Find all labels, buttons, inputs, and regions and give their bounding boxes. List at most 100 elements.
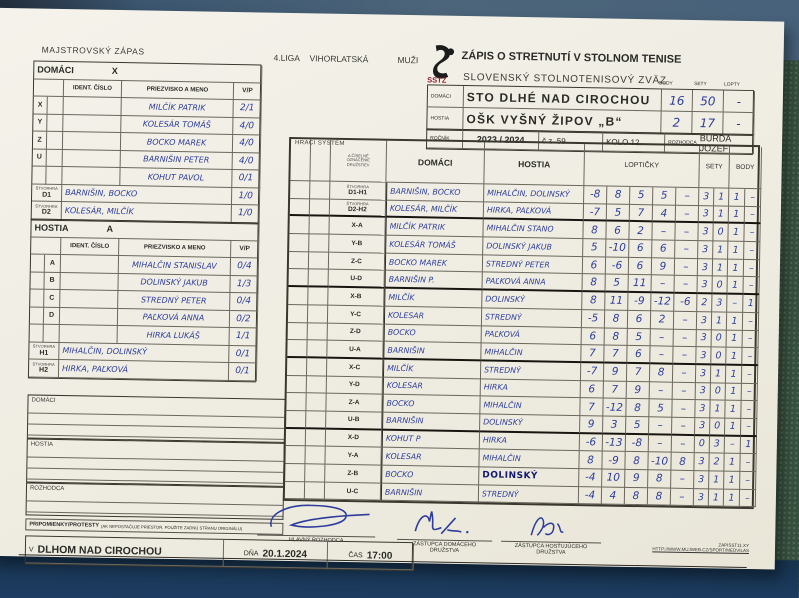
row-ball-score: 3 xyxy=(603,416,627,435)
row-body: 1 xyxy=(725,365,743,384)
away-roster-player-code2: B xyxy=(44,272,61,290)
protest-note-rest: (AK NEPOSTAČUJE PRIESTOR, POUŽITE ZADNÚ … xyxy=(100,523,243,531)
home-roster-doubles-code: ŠTVORHRA D2 xyxy=(31,201,62,220)
row-hostia-player: MIHALČIN xyxy=(481,343,582,363)
row-ball-score: 5 xyxy=(583,239,607,258)
away-roster-player-name: DOLINSKÝ JAKUB xyxy=(118,273,231,293)
away-roster-player-ident xyxy=(60,289,119,309)
home-sety-score: 50 xyxy=(700,93,716,108)
row-body: 1 xyxy=(728,206,746,225)
row-ball-score: 4 xyxy=(652,205,677,224)
notes-rozhodca-box-line xyxy=(26,500,283,506)
row-domaci-player: BARNIŠIN P. xyxy=(384,271,483,291)
row-ball-score: 8 xyxy=(604,310,629,329)
row-sety: 3 xyxy=(694,471,710,490)
row-hostia-player: MIHALČIN xyxy=(480,396,581,417)
row-body: 1 xyxy=(728,224,745,242)
home-roster-colhead-name: PRIEZVISKO A MENO xyxy=(121,80,235,100)
row-sety: 3 xyxy=(696,347,712,366)
place-label: V xyxy=(28,545,34,554)
signature-away-ink xyxy=(530,517,564,536)
home-roster-player-ident xyxy=(62,132,122,151)
notes-domaci-box-line xyxy=(28,412,285,418)
row-ball-score: 5 xyxy=(649,399,673,418)
signature-main-referee-ink xyxy=(270,504,370,528)
home-roster-player-code2 xyxy=(47,96,64,115)
notes-hostia-box-line xyxy=(27,467,284,473)
row-sety: 2 xyxy=(697,294,713,313)
row-ball-score: 4 xyxy=(601,487,626,506)
fineprint-line2: HTTP://WWW.MUJWEB.CZ/SPORT/MEDVILAS xyxy=(652,546,750,554)
match-results-table: A ČÍSELNÉ OZNAČENIE DRUŽSTIEV DOMÁCI HOSTIA L… xyxy=(282,136,763,510)
row-domaci-player: MILČÍK xyxy=(384,288,483,309)
row-domaci-player: BARNIŠIN, BOCKO xyxy=(386,182,485,203)
row-code: Z-C xyxy=(328,252,386,272)
row-ball-score: – xyxy=(650,328,674,347)
row-sety: 1 xyxy=(710,400,726,419)
home-roster-player-vp: 2/1 xyxy=(233,99,262,118)
row-ball-score: – xyxy=(675,240,699,259)
row-ball-score: – xyxy=(673,329,697,348)
row-ball-score: – xyxy=(673,311,698,330)
row-blank2 xyxy=(308,287,329,306)
row-hostia-player: HIRKA, PAĽKOVÁ xyxy=(483,202,585,222)
row-body: – xyxy=(744,241,761,260)
row-sety: 3 xyxy=(698,205,715,224)
home-roster-player-code2 xyxy=(46,131,64,150)
row-ball-score: -9 xyxy=(602,451,626,470)
row-sety: 3 xyxy=(698,241,714,260)
row-blank2 xyxy=(308,269,329,288)
row-body: 1 xyxy=(726,312,744,331)
row-blank2 xyxy=(306,393,327,412)
row-blank1 xyxy=(286,357,308,376)
row-blank1 xyxy=(289,234,310,253)
row-ball-score: – xyxy=(649,417,673,436)
home-roster-player-ident xyxy=(62,167,121,186)
away-roster-player-ident xyxy=(59,307,119,326)
row-ball-score: 8 xyxy=(649,364,674,383)
home-roster-grid: DOMÁCI X IDENT. ČÍSLO PRIEZVISKO A MENO V/P X… xyxy=(30,60,263,224)
row-sety: 3 xyxy=(712,294,728,313)
row-ball-score: 8 xyxy=(624,487,649,506)
row-ball-score: 10 xyxy=(602,469,626,488)
row-body: 1 xyxy=(727,259,745,278)
row-blank1 xyxy=(288,287,309,306)
hdr-lopticky: LOPTIČKY xyxy=(584,144,701,189)
row-ball-score: 6 xyxy=(629,239,653,259)
row-code: Z-B xyxy=(325,464,382,484)
row-ball-score: 7 xyxy=(629,204,654,223)
away-roster-player-vp: 0/4 xyxy=(230,257,260,276)
home-roster-colhead-ident: IDENT. ČÍSLO xyxy=(63,79,123,99)
row-blank1 xyxy=(287,322,308,341)
row-ball-score: 6 xyxy=(606,221,630,240)
home-roster-player-vp: 4/0 xyxy=(232,152,261,171)
home-roster-player-code: U xyxy=(32,148,47,167)
row-blank2 xyxy=(305,464,326,483)
row-ball-score: 9 xyxy=(626,381,650,400)
notes-domaci-box-line xyxy=(28,423,285,429)
row-body: 1 xyxy=(724,471,741,490)
hdr-body: BODY xyxy=(729,146,763,190)
row-body: – xyxy=(724,436,741,455)
row-blank1 xyxy=(289,216,310,235)
row-ball-score: -12 xyxy=(603,398,627,417)
sstz-logo: SSTZ xyxy=(427,43,458,86)
row-sety: 0 xyxy=(710,382,726,401)
row-ball-score: 8 xyxy=(626,399,650,418)
hdr-sety: SETY xyxy=(699,146,731,189)
row-ball-score: 7 xyxy=(580,398,604,417)
row-blank1 xyxy=(290,180,311,200)
row-hostia-player: HIRKA xyxy=(479,431,581,452)
row-ball-score: -7 xyxy=(583,203,608,222)
away-roster-grid: HOSTIA A IDENT. ČÍSLO PRIEZVISKO A MENO V/P A… xyxy=(27,218,260,382)
row-sety: 1 xyxy=(708,489,725,507)
away-roster-table: HOSTIA A IDENT. ČÍSLO PRIEZVISKO A MENO V/P A… xyxy=(27,218,260,382)
row-code: Z-A xyxy=(326,393,383,413)
row-body: – xyxy=(741,383,758,402)
away-roster-player-code xyxy=(29,324,44,343)
away-team-name: OŠK VYŠNÝ ŽIPOV „B“ xyxy=(466,111,623,129)
row-domaci-player: KOLESAR xyxy=(381,447,480,468)
away-roster-player-vp: 1/1 xyxy=(229,327,258,346)
row-ball-score: 2 xyxy=(650,311,675,330)
